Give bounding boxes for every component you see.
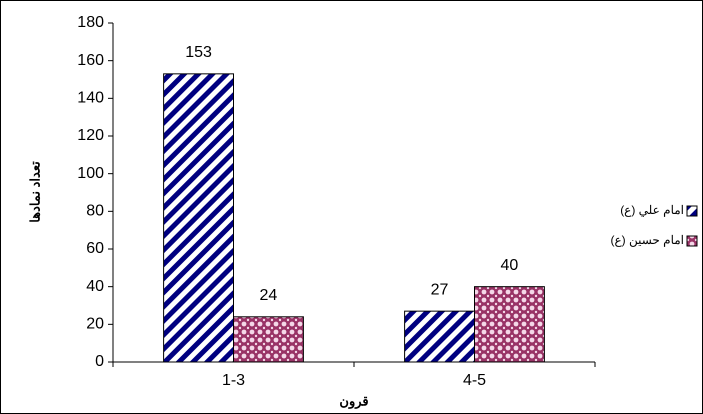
legend-label: امام حسين (ع)	[610, 233, 684, 247]
bar	[163, 73, 234, 363]
x-tick-label: 4-5	[463, 372, 486, 389]
y-tick-label: 100	[77, 165, 104, 182]
y-axis-label: تعداد نمادها	[27, 161, 42, 223]
legend-label: امام علي (ع)	[620, 203, 684, 217]
y-tick-label: 40	[86, 278, 104, 295]
data-label: 40	[501, 257, 519, 274]
bar	[404, 310, 475, 363]
bar	[474, 286, 545, 363]
data-label: 27	[431, 281, 449, 298]
y-tick-label: 60	[86, 240, 104, 257]
data-label: 24	[260, 287, 278, 304]
y-tick-label: 20	[86, 316, 104, 333]
legend-swatch	[686, 205, 698, 217]
y-tick-label: 140	[77, 90, 104, 107]
y-tick-label: 120	[77, 127, 104, 144]
bar	[233, 316, 304, 363]
y-tick-label: 180	[77, 14, 104, 31]
y-tick-label: 80	[86, 203, 104, 220]
data-label: 153	[185, 44, 212, 61]
y-tick-label: 0	[95, 353, 104, 370]
x-axis-label: قرون	[339, 393, 368, 409]
legend-swatch	[686, 235, 698, 247]
x-tick-label: 1-3	[222, 372, 245, 389]
y-tick-label: 160	[77, 52, 104, 69]
